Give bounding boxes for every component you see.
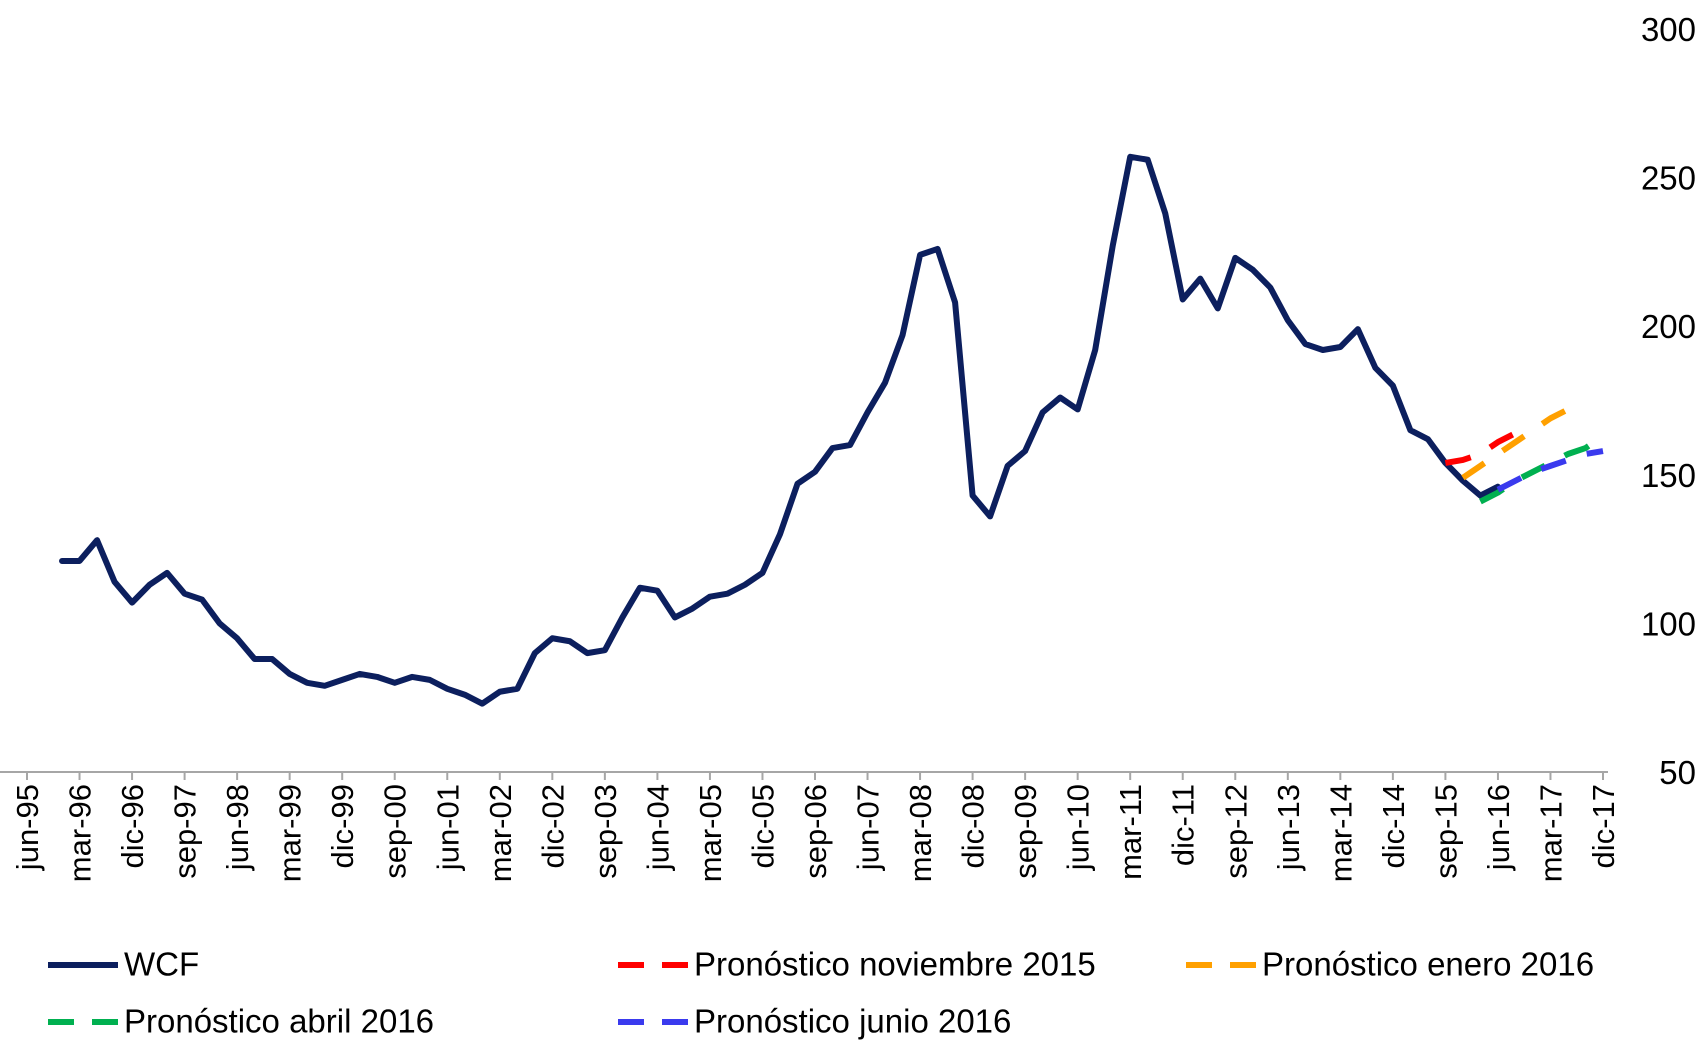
x-tick-label: jun-98 xyxy=(220,784,255,871)
y-tick-label: 50 xyxy=(1659,754,1696,791)
x-tick-label: mar-99 xyxy=(273,784,308,882)
x-tick-label: sep-12 xyxy=(1218,784,1253,879)
x-tick-label: dic-99 xyxy=(325,784,360,868)
x-tick-label: mar-02 xyxy=(483,784,518,882)
x-tick-label: jun-07 xyxy=(851,784,886,871)
x-tick-label: mar-11 xyxy=(1113,784,1148,880)
series-line xyxy=(1496,448,1604,493)
series-line xyxy=(59,153,1501,707)
y-tick-label: 300 xyxy=(1641,11,1696,48)
x-tick-label: dic-05 xyxy=(745,784,780,868)
y-tick-label: 100 xyxy=(1641,605,1696,642)
x-tick-label: sep-09 xyxy=(1008,784,1043,879)
x-tick-label: jun-04 xyxy=(640,784,675,871)
x-tick-label: jun-01 xyxy=(430,784,465,871)
x-tick-label: dic-96 xyxy=(115,784,150,868)
x-tick-label: mar-14 xyxy=(1323,784,1358,882)
y-tick-label: 200 xyxy=(1641,308,1696,345)
y-tick-label: 150 xyxy=(1641,457,1696,494)
x-tick-label: dic-11 xyxy=(1166,784,1201,866)
legend-label: Pronóstico junio 2016 xyxy=(694,1003,1011,1040)
legend-label: Pronóstico noviembre 2015 xyxy=(694,946,1096,983)
y-tick-label: 250 xyxy=(1641,160,1696,197)
x-tick-label: sep-97 xyxy=(168,784,203,879)
x-tick-label: jun-16 xyxy=(1481,784,1516,871)
x-tick-label: sep-00 xyxy=(378,784,413,879)
legend-label: Pronóstico abril 2016 xyxy=(124,1003,434,1040)
x-tick-label: dic-02 xyxy=(535,784,570,868)
x-tick-label: mar-96 xyxy=(63,784,98,882)
x-tick-label: jun-95 xyxy=(10,784,45,871)
legend-label: Pronóstico enero 2016 xyxy=(1262,946,1594,983)
legend-label: WCF xyxy=(124,946,199,983)
series-line xyxy=(1461,406,1570,481)
x-tick-label: mar-05 xyxy=(693,784,728,882)
x-tick-label: sep-06 xyxy=(798,784,833,879)
series-line xyxy=(1444,430,1517,466)
x-tick-label: dic-17 xyxy=(1586,784,1621,868)
x-tick-label: jun-13 xyxy=(1271,784,1306,871)
x-tick-label: sep-15 xyxy=(1428,784,1463,879)
x-tick-label: dic-14 xyxy=(1376,784,1411,868)
x-tick-label: dic-08 xyxy=(956,784,991,868)
x-tick-label: sep-03 xyxy=(588,784,623,879)
x-tick-label: mar-08 xyxy=(903,784,938,882)
x-tick-label: jun-10 xyxy=(1061,784,1096,871)
x-tick-label: mar-17 xyxy=(1533,784,1568,882)
